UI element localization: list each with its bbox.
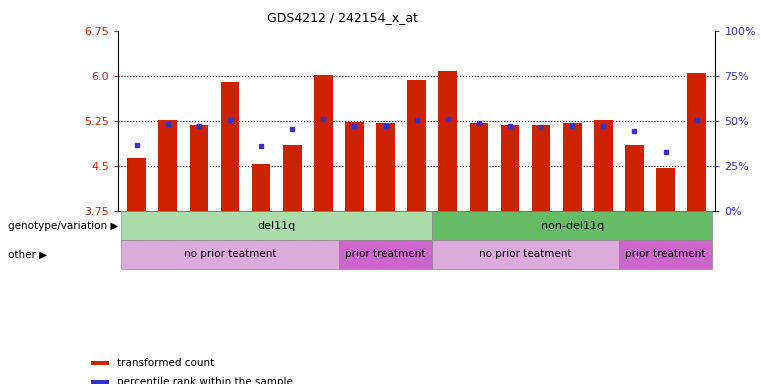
Bar: [619, 240, 712, 269]
Bar: [121, 211, 432, 240]
Text: non-del11q: non-del11q: [540, 220, 603, 231]
Text: GDS4212 / 242154_x_at: GDS4212 / 242154_x_at: [267, 12, 418, 25]
Bar: [339, 240, 432, 269]
Bar: [438, 71, 457, 211]
Bar: [189, 124, 209, 211]
Bar: [432, 240, 619, 269]
Bar: [314, 74, 333, 211]
Bar: [345, 122, 364, 211]
Text: no prior teatment: no prior teatment: [183, 249, 276, 260]
Text: genotype/variation ▶: genotype/variation ▶: [8, 220, 118, 231]
Text: del11q: del11q: [257, 220, 296, 231]
Bar: [221, 82, 239, 211]
Bar: [376, 123, 395, 211]
Text: percentile rank within the sample: percentile rank within the sample: [117, 377, 293, 384]
Bar: [127, 158, 146, 211]
Bar: [532, 125, 550, 211]
Bar: [158, 120, 177, 211]
Bar: [656, 169, 675, 211]
Bar: [121, 240, 339, 269]
Text: other ▶: other ▶: [8, 249, 46, 260]
Text: transformed count: transformed count: [117, 358, 215, 368]
Text: prior treatment: prior treatment: [626, 249, 705, 260]
Bar: [501, 124, 519, 211]
Bar: [594, 120, 613, 211]
Bar: [563, 123, 581, 211]
Text: no prior teatment: no prior teatment: [479, 249, 572, 260]
Bar: [407, 80, 426, 211]
Bar: [252, 164, 270, 211]
Text: prior treatment: prior treatment: [345, 249, 425, 260]
Bar: [432, 211, 712, 240]
Bar: [470, 123, 489, 211]
Bar: [687, 73, 706, 211]
Bar: [283, 145, 301, 211]
Bar: [625, 145, 644, 211]
